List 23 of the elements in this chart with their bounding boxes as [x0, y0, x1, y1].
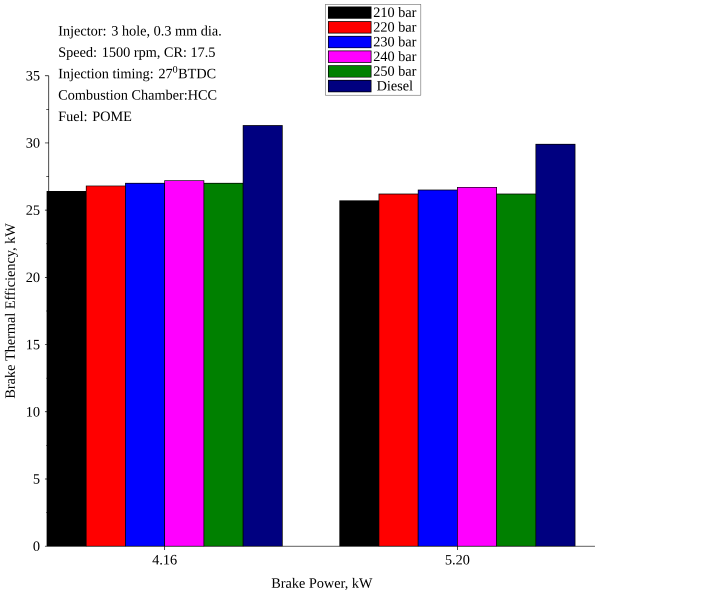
legend-label: 240 bar: [374, 51, 416, 62]
y-tick-label: 30: [26, 138, 40, 148]
legend-label: 220 bar: [374, 22, 416, 32]
y-tick-label: 20: [26, 272, 40, 282]
y-tick-label: 25: [26, 205, 40, 216]
y-tick-label: 35: [26, 71, 40, 81]
text: Speed: 1500 rpm, CR: 17.5: [59, 47, 215, 60]
y-axis-title: Brake Thermal Efficiency, kW: [4, 223, 18, 398]
x-axis-title: Brake Power, kW: [272, 578, 372, 590]
annotation: Fuel: POME: [58, 111, 132, 122]
y-tick-label: 0: [33, 542, 40, 552]
legend-label: 230 bar: [374, 36, 416, 47]
annotation: Injection timing: 27$^{0}$BTDC: [58, 66, 216, 82]
x-tick-label: 5.20: [446, 555, 470, 565]
x-tick-label: 4.16: [152, 555, 177, 565]
y-tick-label: 10: [27, 407, 40, 417]
y-tick-label: 5: [34, 474, 40, 484]
legend-label: Diesel: [377, 80, 413, 91]
y-tick-label: 15: [27, 340, 40, 350]
annotation: Combustion Chamber:HCC: [58, 90, 216, 100]
text: Injector: 3 hole, 0.3 mm dia.: [58, 26, 221, 39]
legend-label: 250 bar: [374, 66, 416, 76]
legend-label: 210 bar: [374, 7, 416, 18]
